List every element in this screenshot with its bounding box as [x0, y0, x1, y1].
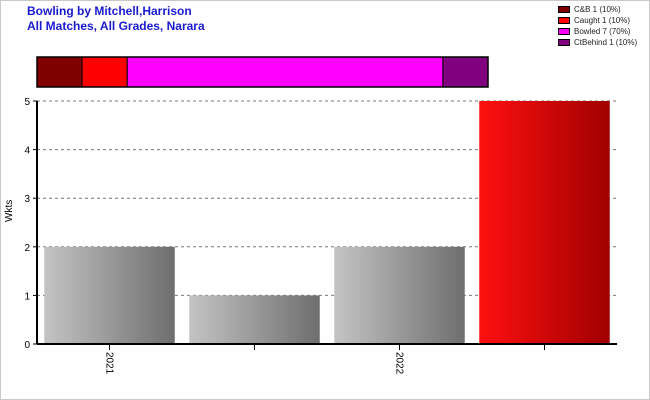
legend-label: Bowled 7 (70%) — [574, 27, 631, 36]
legend-label: CtBehind 1 (10%) — [574, 38, 638, 47]
legend-swatch — [558, 6, 570, 13]
y-axis-label: Wkts — [4, 199, 15, 222]
x-tick-label: 2021 — [104, 352, 115, 375]
legend-item-cb: C&B 1 (10%) — [558, 4, 637, 15]
chart-title: Bowling by Mitchell,Harrison All Matches… — [27, 4, 205, 34]
legend-label: Caught 1 (10%) — [574, 16, 631, 25]
stack-segment-bowled — [126, 56, 444, 88]
axes: 0 1 2 3 4 5 2021 2022 — [24, 97, 617, 375]
bar-3 — [334, 246, 465, 344]
stack-segment-caught — [81, 56, 128, 88]
legend-label: C&B 1 (10%) — [574, 5, 621, 14]
bar-1 — [44, 246, 175, 344]
title-line-2: All Matches, All Grades, Narara — [27, 19, 205, 33]
y-tick-label: 1 — [24, 291, 30, 302]
stack-segment-ctbehind — [442, 56, 489, 88]
bar-2 — [189, 295, 320, 344]
stack-outline — [36, 56, 489, 88]
legend-item-bowled: Bowled 7 (70%) — [558, 26, 637, 37]
y-tick-label: 0 — [24, 340, 30, 351]
y-tick-label: 4 — [24, 146, 30, 157]
x-tick-label: 2022 — [394, 352, 405, 375]
legend-swatch — [558, 39, 570, 46]
stacked-bar — [36, 56, 489, 88]
y-tick-label: 3 — [24, 194, 30, 205]
legend-swatch — [558, 17, 570, 24]
legend: C&B 1 (10%) Caught 1 (10%) Bowled 7 (70%… — [558, 4, 637, 48]
legend-item-caught: Caught 1 (10%) — [558, 15, 637, 26]
y-tick-label: 5 — [24, 97, 30, 108]
stack-segment-cb — [36, 56, 83, 88]
bars — [44, 101, 610, 344]
y-tick-label: 2 — [24, 243, 30, 254]
bar-4 — [479, 101, 610, 344]
legend-swatch — [558, 28, 570, 35]
title-line-1: Bowling by Mitchell,Harrison — [27, 4, 192, 18]
legend-item-ctbehind: CtBehind 1 (10%) — [558, 37, 637, 48]
